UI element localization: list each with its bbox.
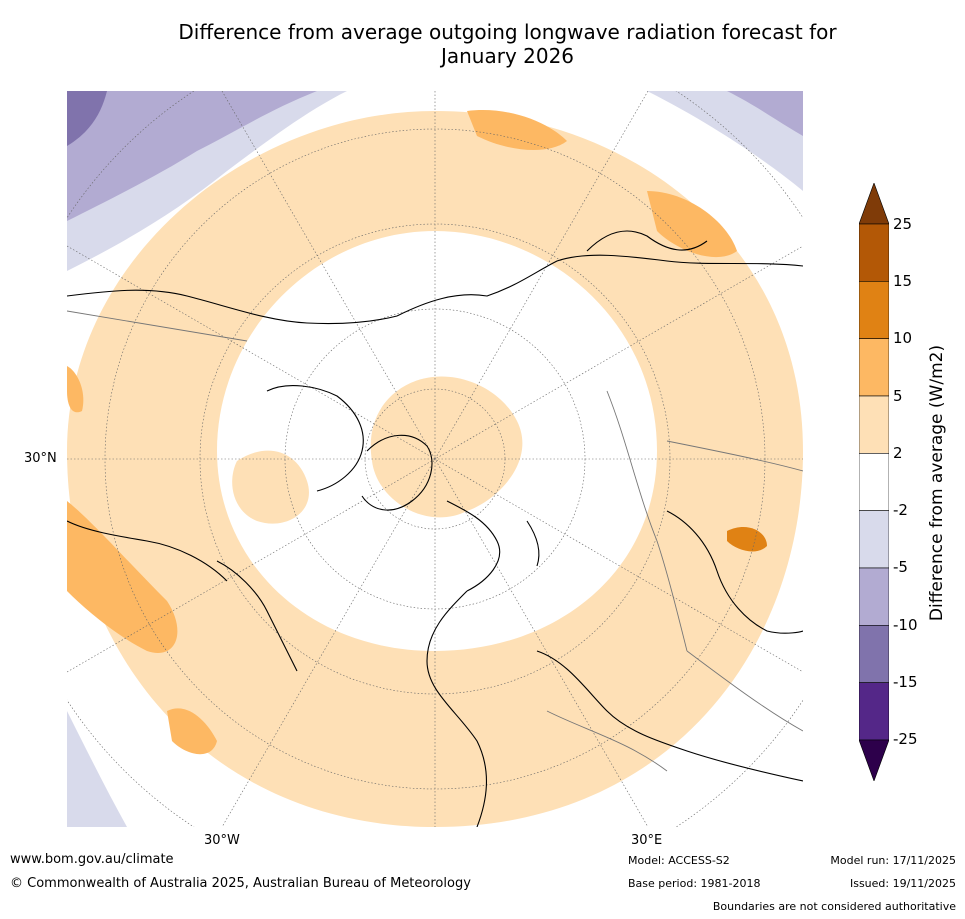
anomaly-pos-asia-strong [727,526,767,552]
colorbar-bin [858,281,890,339]
colorbar-tick: -2 [893,501,908,519]
colorbar-tick: 25 [893,215,913,233]
anomaly-pos-greenland [232,450,309,524]
footer-copyright: © Commonwealth of Australia 2025, Austra… [10,876,471,891]
title-line-2: January 2026 [440,44,575,68]
colorbar-bin [858,223,890,282]
title-line-1: Difference from average outgoing longwav… [178,20,837,44]
footer-url[interactable]: www.bom.gov.au/climate [10,852,174,867]
map-svg [67,91,803,827]
colorbar-title: Difference from average (W/m2) [927,344,947,622]
anomaly-pos-siberia [647,191,737,258]
colorbar-bin [858,739,890,782]
colorbar-tick: -5 [893,558,908,576]
colorbar-bin [858,567,890,626]
colorbar-bin [858,453,890,511]
colorbar-bin [858,682,890,741]
graticule [67,91,803,827]
anomaly-pos-n-pacific [467,110,567,151]
colorbar-tick: -15 [893,673,918,691]
anomaly-neg-sw-light [67,711,127,827]
colorbar-bin [858,395,890,454]
anomaly-neg-nw-dark [67,91,107,146]
polar-map[interactable] [67,91,803,827]
footer-issued: Issued: 19/11/2025 [849,877,956,890]
colorbar-tick: 10 [893,329,913,347]
lat-label-30n: 30°N [24,451,57,466]
anomaly-pos-ring [67,111,803,827]
colorbar-svg [858,182,890,782]
anomaly-neg-ne-mid [727,91,803,136]
colorbar-bin [858,338,890,397]
footer-base-period: Base period: 1981-2018 [628,877,761,890]
colorbar-tick: 2 [893,444,903,462]
colorbar-bin [858,182,890,225]
colorbar-bin [858,625,890,683]
anomaly-neg-nw-mid [67,91,317,221]
colorbar-bin [858,510,890,569]
chart-title: Difference from average outgoing longwav… [100,20,915,68]
colorbar-tick: -10 [893,616,918,634]
anomaly-pos-polar [370,376,523,518]
colorbar-tick: 5 [893,387,903,405]
lon-label-30w: 30°W [204,833,240,848]
lon-label-30e: 30°E [631,833,663,848]
anomaly-neg-ne-light [647,91,803,191]
footer-model-run: Model run: 17/11/2025 [830,854,956,867]
colorbar-tick: -25 [893,730,918,748]
anomaly-pos-pacific-2 [167,708,217,755]
footer-model: Model: ACCESS-S2 [628,854,730,867]
colorbar-tick: 15 [893,272,913,290]
footer-disclaimer: Boundaries are not considered authoritat… [712,900,956,913]
anomaly-pos-pacific [67,501,178,653]
colorbar [858,182,890,782]
boundaries [67,310,803,772]
coastlines [67,230,803,827]
anomaly-pos-n-atlantic [67,366,84,413]
